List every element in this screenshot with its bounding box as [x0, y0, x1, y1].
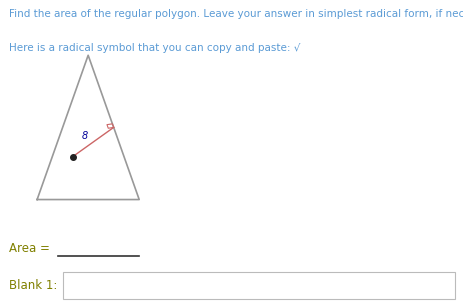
Text: Here is a radical symbol that you can copy and paste: √: Here is a radical symbol that you can co…	[9, 43, 300, 53]
FancyBboxPatch shape	[63, 272, 454, 299]
Text: Blank 1:: Blank 1:	[9, 279, 57, 292]
Text: Find the area of the regular polygon. Leave your answer in simplest radical form: Find the area of the regular polygon. Le…	[9, 9, 463, 19]
Text: Area =: Area =	[9, 242, 50, 255]
Text: 8: 8	[81, 131, 88, 142]
